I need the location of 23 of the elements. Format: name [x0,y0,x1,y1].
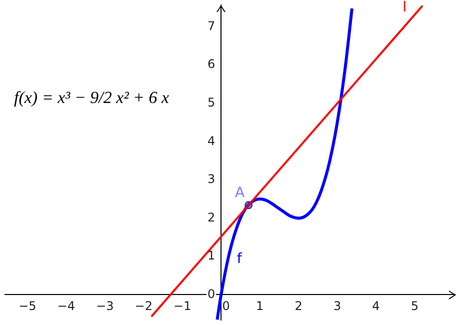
x-tick-label: −3 [96,298,114,313]
y-tick-label: 7 [207,18,216,33]
x-tick-label: 3 [333,298,342,313]
x-tick-label: −4 [57,298,76,313]
x-tick-label: −1 [174,298,192,313]
y-tick-label: 4 [207,134,216,148]
y-tick-label: 6 [207,57,216,72]
x-tick-label: 0 [222,298,230,313]
y-tick-label: 1 [207,248,216,263]
x-tick-label: −5 [18,298,36,313]
annotation: f(x) = x³ − 9/2 x² + 6 x [14,88,170,108]
series-label: A [235,184,246,201]
y-tick-label: 0 [207,286,216,301]
x-tick-label: 2 [294,298,302,313]
x-tick-label: 4 [372,298,380,313]
series-label: f [236,250,243,267]
x-tick-label: −2 [134,298,152,313]
series-label: l [402,0,406,16]
y-tick-label: 5 [207,95,216,110]
x-tick-label: 5 [410,298,419,313]
y-tick-label: 2 [207,210,216,224]
x-tick-label: 1 [256,298,264,313]
y-tick-label: 3 [207,172,216,186]
